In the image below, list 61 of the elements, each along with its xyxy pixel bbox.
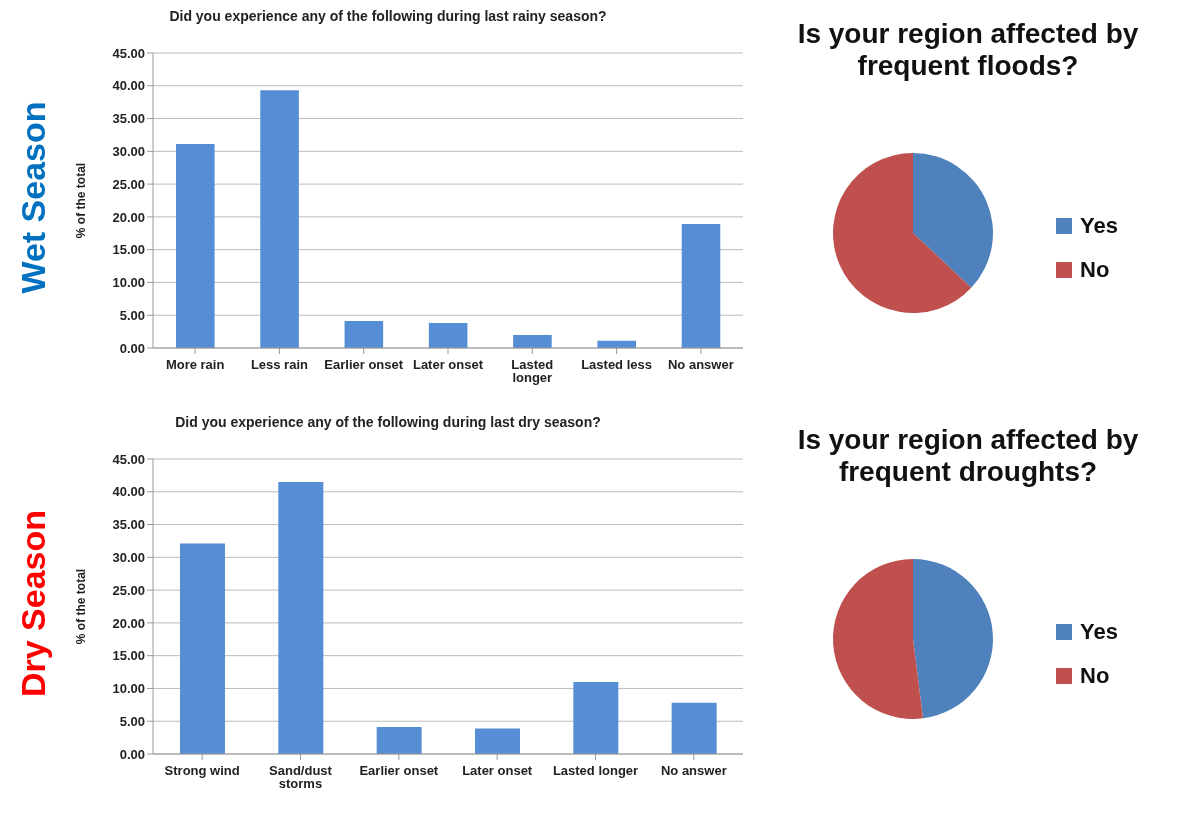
y-tick-label: 30.00 bbox=[112, 549, 145, 565]
x-tick-label: Lasted longer bbox=[552, 763, 639, 779]
bar bbox=[260, 90, 299, 348]
chart-title: Is your region affected by frequent floods? bbox=[796, 17, 1140, 83]
x-tick-label: Lasted less bbox=[581, 357, 652, 373]
x-tick-label: Lasted longer bbox=[511, 357, 554, 386]
x-tick-label: Earlier onset bbox=[324, 357, 404, 373]
chart-title: Did you experience any of the following during last rainy season? bbox=[168, 8, 608, 26]
y-tick-label: 5.00 bbox=[119, 307, 145, 323]
legend-label: Yes bbox=[1080, 213, 1118, 239]
y-tick-label: 20.00 bbox=[112, 209, 145, 225]
y-tick-label: 40.00 bbox=[112, 78, 145, 94]
x-tick-label: More rain bbox=[165, 357, 225, 373]
bar bbox=[344, 321, 384, 348]
bar bbox=[475, 728, 520, 754]
pie-slice bbox=[833, 153, 972, 313]
y-tick-label: 10.00 bbox=[112, 681, 145, 697]
x-tick-label: Earlier onset bbox=[359, 763, 439, 779]
y-tick-label: 10.00 bbox=[112, 275, 145, 291]
x-tick-label: No answer bbox=[667, 357, 734, 373]
y-tick-label: 5.00 bbox=[119, 713, 145, 729]
bar bbox=[180, 543, 225, 754]
x-tick-label: Later onset bbox=[462, 763, 533, 779]
y-tick-label: 0.00 bbox=[119, 340, 145, 356]
y-tick-label: 25.00 bbox=[112, 582, 145, 598]
y-tick-label: 15.00 bbox=[112, 242, 145, 258]
pie-slice bbox=[833, 559, 924, 719]
legend-label: No bbox=[1080, 663, 1110, 689]
y-tick-label: 15.00 bbox=[112, 648, 145, 664]
y-tick-label: 0.00 bbox=[119, 746, 145, 762]
bar bbox=[671, 702, 717, 754]
y-tick-label: 30.00 bbox=[112, 143, 145, 159]
y-tick-label: 40.00 bbox=[112, 484, 145, 500]
x-tick-label: No answer bbox=[660, 763, 727, 779]
bar bbox=[573, 681, 619, 754]
y-axis-title: % of the total bbox=[74, 162, 89, 239]
legend-label: No bbox=[1080, 257, 1110, 283]
bar bbox=[513, 334, 552, 348]
x-tick-label: Sand/dust storms bbox=[269, 763, 333, 792]
bar bbox=[376, 727, 422, 754]
bar bbox=[176, 144, 215, 348]
y-axis-title: % of the total bbox=[74, 568, 89, 645]
x-tick-label: Less rain bbox=[250, 357, 309, 373]
y-tick-label: 25.00 bbox=[112, 176, 145, 192]
y-tick-label: 35.00 bbox=[112, 517, 145, 533]
y-tick-label: 45.00 bbox=[112, 45, 145, 61]
y-tick-label: 35.00 bbox=[112, 111, 145, 127]
chart-title: Did you experience any of the following during last dry season? bbox=[174, 414, 602, 432]
bar bbox=[681, 224, 721, 348]
bar bbox=[278, 481, 324, 754]
pie-slice bbox=[913, 153, 993, 288]
text: Dry Season bbox=[13, 508, 53, 700]
legend-label: Yes bbox=[1080, 619, 1118, 645]
text: Wet Season bbox=[13, 100, 53, 296]
chart-title: Is your region affected by frequent droughts? bbox=[796, 423, 1140, 489]
x-tick-label: Later onset bbox=[412, 357, 484, 373]
pie-slice bbox=[913, 559, 993, 719]
x-tick-label: Strong wind bbox=[164, 763, 240, 779]
y-tick-label: 20.00 bbox=[112, 615, 145, 631]
y-tick-label: 45.00 bbox=[112, 451, 145, 467]
bar bbox=[428, 323, 468, 348]
